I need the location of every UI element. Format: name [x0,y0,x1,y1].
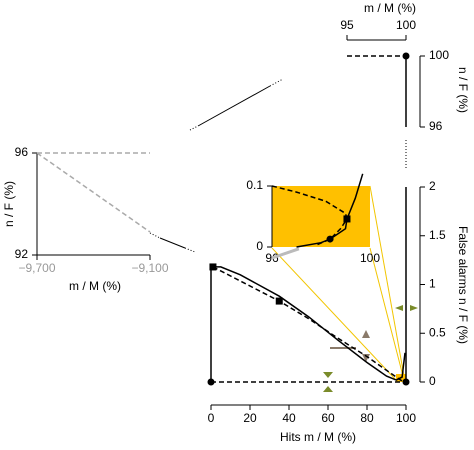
x-tick-label: 60 [321,411,335,425]
chart: 95 100 96 100 [340,18,449,133]
dotted-link [149,232,161,239]
y-tick-label: 1 [429,277,436,291]
y-tick-label: 1.5 [429,228,446,242]
marker-circle [402,52,410,60]
dotted-link [269,78,284,87]
series-line [296,173,364,248]
arrow-marker [395,305,418,311]
plot-background [272,186,370,247]
x-tick-label: 100 [396,18,416,32]
y-tick-label: 0.5 [429,325,446,339]
y-axis-label: n / F (%) [2,181,16,227]
y-tick-label: 100 [429,48,449,62]
y-axis-label: False alarms n / F (%) [456,226,470,344]
marker-square [275,297,283,305]
chart: 0 20 40 60 80 100 0 0.5 1 1.5 2 [207,179,446,425]
x-tick-label: −9,700 [18,261,55,275]
y-tick-label: 96 [429,119,443,133]
dotted-link [189,125,199,131]
series-line [212,266,407,383]
y-tick-label: 2 [429,179,436,193]
x-tick-label: 0 [208,411,215,425]
x-tick-label: 40 [282,411,296,425]
series-line [36,152,151,233]
marker-circle [326,235,334,243]
y-tick-label: 0 [256,239,263,253]
link-line [159,237,186,249]
x-axis-label: m / M (%) [69,279,121,293]
link-line [197,85,271,127]
y-tick-label: 0.1 [246,178,263,192]
x-tick-label: 95 [340,18,354,32]
series-line [271,247,300,260]
x-tick-label: 80 [360,411,374,425]
marker-square [343,215,351,223]
y-tick-label: 96 [15,145,29,159]
x-tick-label: 100 [360,251,380,265]
dotted-link [184,247,196,253]
marker-square [209,263,217,271]
x-axis-label: m / M (%) [364,1,416,15]
chart: −9,700 −9,100 92 96 [15,145,169,275]
series-line [212,266,406,381]
zoom-line [369,247,405,381]
zoom-line [271,247,397,381]
y-tick-label: 92 [15,247,29,261]
zoom-line [369,185,405,377]
arrow-marker [323,372,333,392]
x-axis-label: Hits m / M (%) [280,430,356,444]
arrow-marker [362,330,370,362]
marker-circle [402,378,410,386]
marker-circle [207,378,215,386]
y-axis-label: n / F (%) [456,67,470,113]
x-tick-label: 20 [243,411,257,425]
x-tick-label: −9,100 [131,261,168,275]
x-tick-label: 100 [396,411,416,425]
y-tick-label: 0 [429,374,436,388]
